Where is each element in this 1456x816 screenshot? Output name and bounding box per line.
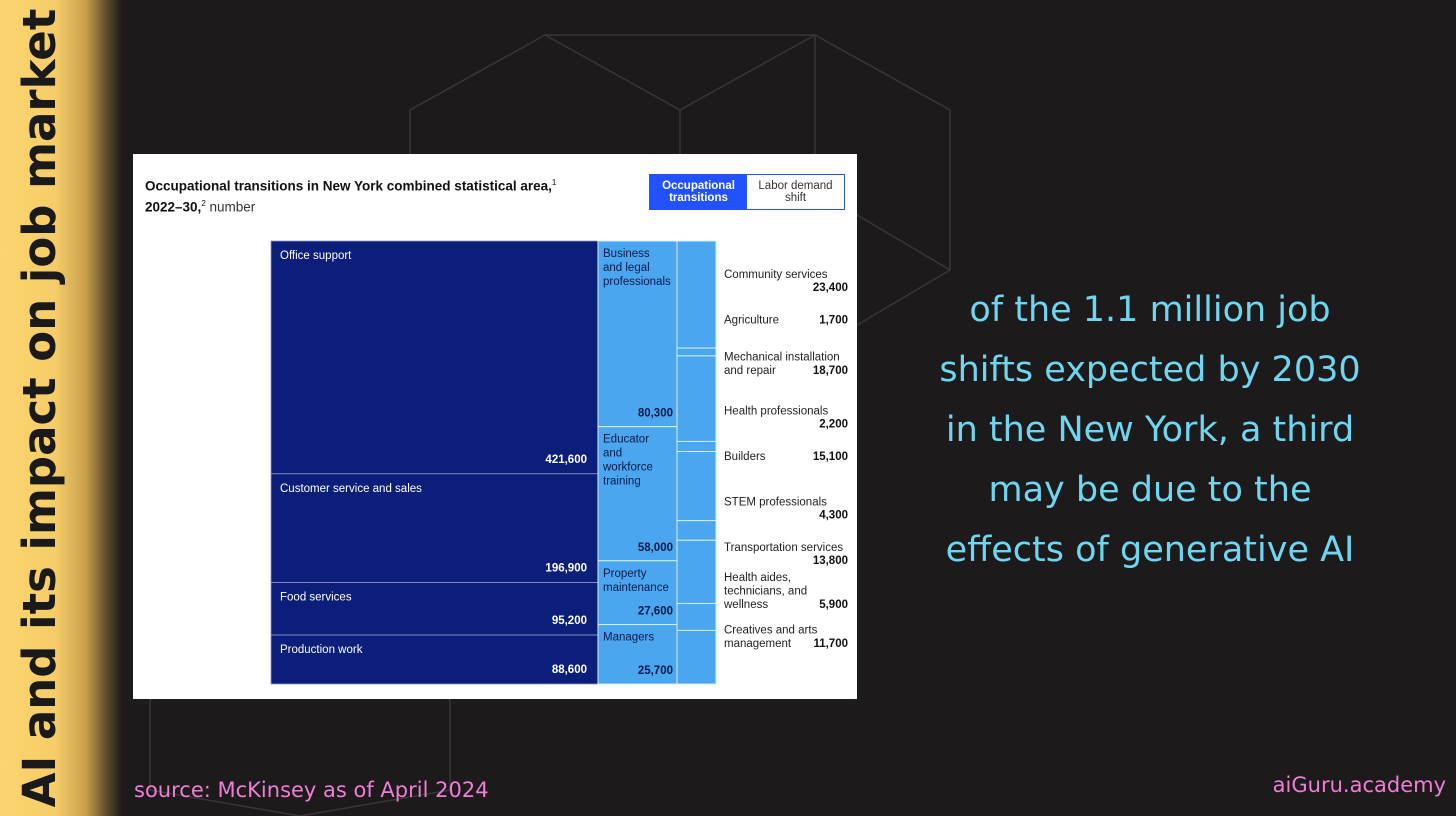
from-occupation-value: 196,900 [545, 563, 587, 575]
source-note: source: McKinsey as of April 2024 [134, 778, 489, 802]
tab-occupational-transitions[interactable]: Occupational transitions [650, 175, 747, 209]
other-occupation-label-line: Health professionals [724, 406, 828, 418]
other-occupation-label-line: and repair [724, 365, 776, 377]
to-occupation-label-line: Property [603, 568, 647, 580]
headline-line: shifts expected by 2030 [939, 350, 1361, 390]
other-occupation-strip [676, 602, 717, 631]
from-occupation-label: Customer service and sales [280, 483, 422, 495]
other-occupation-value: 4,300 [819, 510, 848, 522]
other-occupation-label-line: STEM professionals [724, 497, 827, 509]
other-occupation-value: 18,700 [813, 365, 848, 377]
other-occupation-label-line: Health aides, [724, 572, 791, 584]
to-occupation-value: 27,600 [638, 606, 673, 618]
chart-title: Occupational transitions in New York com… [145, 174, 565, 215]
title-footnote-2: 2 [201, 198, 206, 208]
from-occupation-block [270, 240, 599, 475]
other-occupation-value: 5,900 [819, 599, 848, 611]
to-occupation-value: 58,000 [638, 542, 673, 554]
to-occupation-block [597, 240, 678, 428]
other-occupation-label-line: Community services [724, 269, 828, 281]
to-occupation-block [597, 426, 678, 562]
from-occupation-block [270, 473, 599, 583]
chart-panel: Occupational transitions in New York com… [133, 154, 857, 699]
other-occupation-strip [676, 355, 717, 442]
other-occupation-value: 13,800 [813, 555, 848, 567]
headline-line: may be due to the [988, 470, 1312, 510]
to-occupation-value: 80,300 [638, 408, 673, 420]
to-occupation-label-line: Managers [603, 632, 654, 644]
other-occupation-label-line: Agriculture [724, 315, 779, 327]
to-occupation-label-line: workforce [602, 462, 653, 474]
other-occupation-strip [676, 347, 717, 357]
headline-line: of the 1.1 million job [969, 290, 1331, 330]
other-occupation-strip [676, 240, 717, 349]
other-occupation-label-line: Creatives and arts [724, 624, 818, 636]
headline-line: in the New York, a third [945, 410, 1355, 450]
from-occupation-label: Office support [280, 250, 352, 262]
other-occupation-label-line: Mechanical installation [724, 351, 840, 363]
other-occupation-strip [676, 440, 717, 453]
from-occupation-value: 95,200 [552, 615, 587, 627]
other-occupation-value: 11,700 [813, 638, 848, 650]
from-occupation-value: 88,600 [552, 664, 587, 676]
headline-text: of the 1.1 million job shifts expected b… [890, 280, 1410, 580]
sidebar-banner: AI and its impact on job market [0, 0, 122, 816]
to-occupation-value: 25,700 [638, 665, 673, 677]
from-occupation-block [270, 634, 599, 685]
other-occupation-strip [676, 539, 717, 604]
tab-labor-demand-shift[interactable]: Labor demand shift [747, 175, 844, 209]
headline-line: effects of generative AI [945, 530, 1355, 570]
other-occupation-value: 15,100 [813, 451, 848, 463]
from-occupation-value: 421,600 [545, 454, 587, 466]
to-occupation-label-line: maintenance [603, 582, 669, 594]
to-occupation-label-line: professionals [603, 276, 671, 288]
to-occupation-label-line: training [603, 476, 641, 488]
sidebar-title: AI and its impact on job market [12, 8, 66, 808]
from-occupation-label: Production work [280, 644, 363, 656]
other-occupation-label-line: technicians, and [724, 586, 807, 598]
view-toggle: Occupational transitions Labor demand sh… [649, 174, 845, 210]
chart-title-main: Occupational transitions in New York com… [145, 178, 552, 194]
from-occupation-block [270, 582, 599, 636]
to-occupation-label-line: and legal [603, 262, 650, 274]
from-occupation-label: Food services [280, 592, 352, 604]
other-occupation-label-line: Builders [724, 451, 766, 463]
other-occupation-label-line: management [724, 638, 792, 650]
chart-title-range: 2022–30, [145, 199, 202, 214]
treemap-chart: Office support 421,600 Customer service an… [270, 240, 848, 685]
other-occupation-strip [676, 629, 717, 685]
other-occupation-strip [676, 451, 717, 522]
to-occupation-label-line: Business [603, 248, 650, 260]
other-occupation-label-line: wellness [723, 599, 768, 611]
other-occupation-label-line: Transportation services [724, 542, 843, 554]
other-occupation-value: 23,400 [813, 282, 848, 294]
to-occupation-label-line: and [603, 448, 622, 460]
other-occupation-value: 2,200 [819, 419, 848, 431]
other-occupation-value: 1,700 [819, 315, 848, 327]
other-occupation-strip [676, 520, 717, 541]
title-footnote-1: 1 [551, 178, 557, 187]
chart-title-unit: number [205, 199, 256, 214]
to-occupation-label-line: Educator [603, 434, 649, 446]
brand-label: aiGuru.academy [1272, 773, 1446, 797]
